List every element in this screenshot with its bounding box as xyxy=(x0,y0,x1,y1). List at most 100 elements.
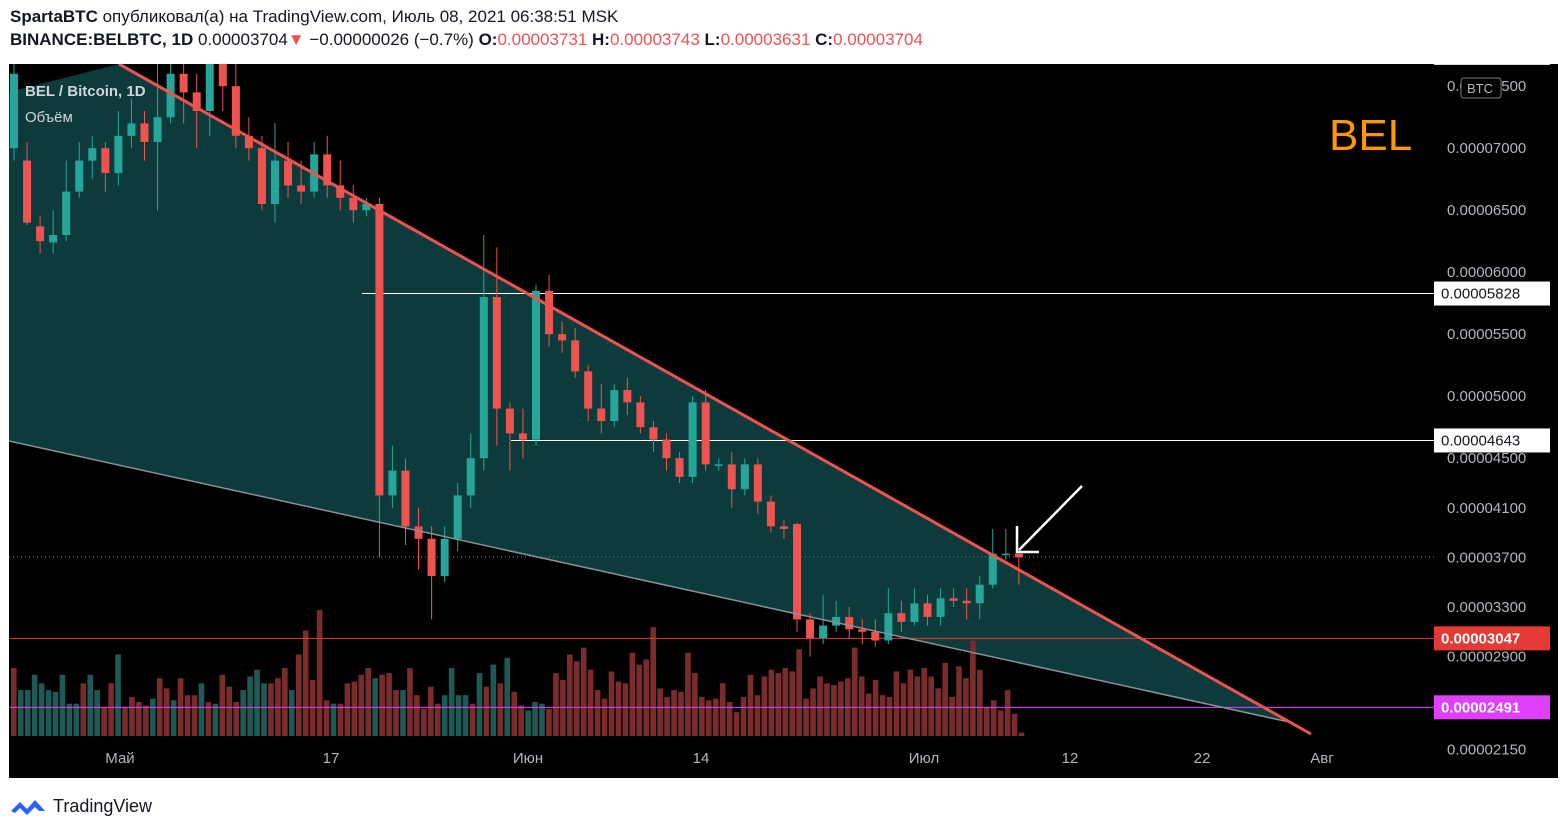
volume-bar xyxy=(434,703,441,736)
x-tick-label: 12 xyxy=(1062,750,1079,767)
volume-bar xyxy=(740,696,747,736)
candle-body xyxy=(114,135,123,173)
candle-body xyxy=(388,470,397,496)
volume-bar xyxy=(692,673,698,736)
candle-body xyxy=(401,470,410,527)
volume-bar xyxy=(726,702,733,736)
candle-body xyxy=(414,526,423,539)
upper-trendline[interactable] xyxy=(118,62,1312,736)
x-tick-label: 17 xyxy=(323,750,340,767)
y-tick-label: 0.00006500 xyxy=(1447,202,1526,219)
volume-bar xyxy=(490,664,497,736)
candle-body xyxy=(257,148,266,204)
candle-body xyxy=(88,148,97,161)
candle-body xyxy=(688,402,697,477)
candle-body xyxy=(949,598,958,601)
volume-bar xyxy=(567,654,573,736)
y-tick-label: 0.00006000 xyxy=(1447,264,1526,281)
y-tick-label: 0.00004100 xyxy=(1447,500,1526,517)
candle-body xyxy=(623,390,632,403)
volume-bar xyxy=(1004,690,1011,736)
candles-layer xyxy=(10,30,1023,657)
volume-bar xyxy=(615,681,622,736)
lower-trendline[interactable] xyxy=(8,440,1290,723)
y-tick-label: 0.00004500 xyxy=(1447,450,1526,467)
tradingview-logo-icon[interactable] xyxy=(9,795,47,817)
volume-bar xyxy=(455,695,462,736)
author-name[interactable]: SpartaBTC xyxy=(10,7,98,26)
volume-bar xyxy=(900,683,907,736)
volume-bar xyxy=(17,690,24,736)
trendlines[interactable] xyxy=(8,62,1312,736)
volume-bar xyxy=(678,691,684,736)
level-price-badge xyxy=(1434,626,1550,651)
candle-body xyxy=(284,160,293,186)
volume-bar xyxy=(580,647,587,736)
volume-bar xyxy=(671,690,677,736)
ohlc-line: BINANCE:BELBTC, 1D 0.00003704▼ −0.000000… xyxy=(10,28,1550,52)
volume-bar xyxy=(921,668,928,736)
level-price-label: 0.00002491 xyxy=(1441,699,1520,716)
candle-body xyxy=(584,371,593,409)
candle-body xyxy=(845,616,854,630)
breakout-arrow-icon[interactable] xyxy=(1018,485,1083,551)
volume-bar xyxy=(803,698,809,736)
candle-body xyxy=(492,297,501,409)
candle-body xyxy=(218,61,227,87)
volume-bar xyxy=(302,630,309,736)
volume-bar xyxy=(594,690,601,736)
candle-body xyxy=(140,123,149,142)
footer-brand[interactable]: TradingView xyxy=(53,795,153,816)
volume-bar xyxy=(928,676,934,736)
volume-bar xyxy=(1011,713,1018,736)
volume-bar xyxy=(323,700,330,736)
open-value: 0.00003731 xyxy=(497,30,588,49)
volume-bar xyxy=(163,688,170,736)
volume-bar xyxy=(907,669,914,736)
volume-bar xyxy=(699,696,705,736)
volume-bar xyxy=(504,657,511,736)
candle-body xyxy=(793,523,801,620)
volume-bar xyxy=(872,679,879,736)
volume-bar xyxy=(824,683,830,736)
chart-area[interactable]: 0.000080000.000075000.000070000.00006500… xyxy=(8,16,1558,778)
volume-bar xyxy=(914,676,921,736)
volume-bar xyxy=(108,683,114,736)
open-label: O: xyxy=(478,30,498,49)
volume-bar xyxy=(601,698,608,736)
volume-bar xyxy=(393,690,399,736)
volume-bar xyxy=(518,705,524,736)
candle-body xyxy=(714,464,723,466)
y-tick-label: 0.00005000 xyxy=(1447,388,1526,405)
volume-bar xyxy=(247,676,253,736)
volume-bar xyxy=(997,710,1004,736)
change-down-icon: ▼ xyxy=(287,30,305,49)
volume-bar xyxy=(990,700,997,736)
x-tick-label: Авг xyxy=(1310,750,1334,767)
volume-bar xyxy=(212,703,219,736)
price-change: −0.00000026 (−0.7%) xyxy=(309,30,474,49)
volume-bar xyxy=(622,683,629,736)
volume-bar xyxy=(344,683,351,736)
volume-bar xyxy=(240,690,246,736)
volume-bar xyxy=(122,707,128,736)
volume-bar xyxy=(636,664,643,736)
volume-bar xyxy=(650,627,656,736)
candle-body xyxy=(323,154,332,186)
volume-bar xyxy=(483,686,490,736)
volume-bar xyxy=(462,695,469,736)
volume-bar xyxy=(407,668,413,736)
volume-bar xyxy=(539,703,545,736)
candle-body xyxy=(231,86,240,136)
candle-body xyxy=(518,433,527,440)
price-chart[interactable]: 0.000080000.000075000.000070000.00006500… xyxy=(8,16,1558,778)
candle-body xyxy=(636,402,645,428)
volume-bar xyxy=(956,666,962,736)
volume-bar xyxy=(428,686,434,736)
symbol-label: BINANCE:BELBTC, 1D xyxy=(10,30,194,49)
candle-body xyxy=(297,185,306,192)
volume-bar xyxy=(219,674,226,736)
volume-bar xyxy=(754,695,761,736)
volume-bar xyxy=(560,679,566,736)
watermark-text: BEL xyxy=(1329,111,1412,160)
